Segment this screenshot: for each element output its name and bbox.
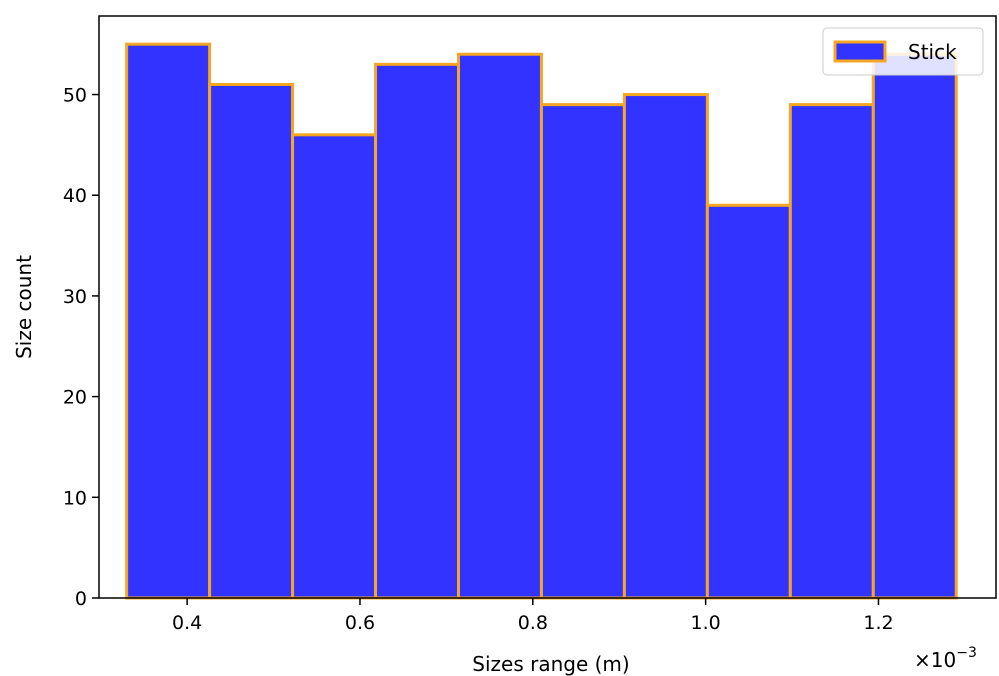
x-tick-label: 0.4 <box>172 612 202 634</box>
histogram-bar <box>291 133 378 600</box>
histogram-bar <box>788 103 875 600</box>
y-tick-label: 20 <box>63 387 87 409</box>
y-axis-ticks: 0 10 20 30 40 50 <box>63 85 99 610</box>
legend-swatch <box>833 40 887 63</box>
plot-frame <box>98 15 997 599</box>
legend-label: Stick <box>908 40 957 64</box>
histogram-bar <box>622 93 709 600</box>
histogram-bar <box>705 203 792 600</box>
bars-group <box>125 42 958 600</box>
histogram-bar <box>456 52 543 600</box>
x-axis-offset-exponent: −3 <box>956 645 977 661</box>
x-axis-offset-label: ×10−3 <box>914 645 977 672</box>
x-tick-label: 1.2 <box>863 612 893 634</box>
y-tick-label: 50 <box>63 85 87 107</box>
histogram-bar <box>539 103 626 600</box>
x-axis-ticks: 0.4 0.6 0.8 1.0 1.2 <box>172 598 894 634</box>
y-axis-label: Size count <box>12 255 36 359</box>
y-tick-label: 30 <box>63 286 87 308</box>
x-axis-offset-base: ×10 <box>914 648 956 672</box>
legend: Stick <box>822 27 984 76</box>
x-tick-label: 0.6 <box>345 612 375 634</box>
x-tick-label: 0.8 <box>518 612 548 634</box>
histogram-bar <box>374 62 460 600</box>
histogram-bar <box>871 52 958 600</box>
y-tick-label: 10 <box>63 487 87 509</box>
x-tick-label: 1.0 <box>691 612 721 634</box>
histogram-bar <box>208 82 295 600</box>
legend-box <box>822 27 984 76</box>
y-tick-label: 0 <box>75 588 87 610</box>
x-axis-label: Sizes range (m) <box>472 652 629 676</box>
y-tick-label: 40 <box>63 185 87 207</box>
histogram-bar <box>125 42 212 600</box>
